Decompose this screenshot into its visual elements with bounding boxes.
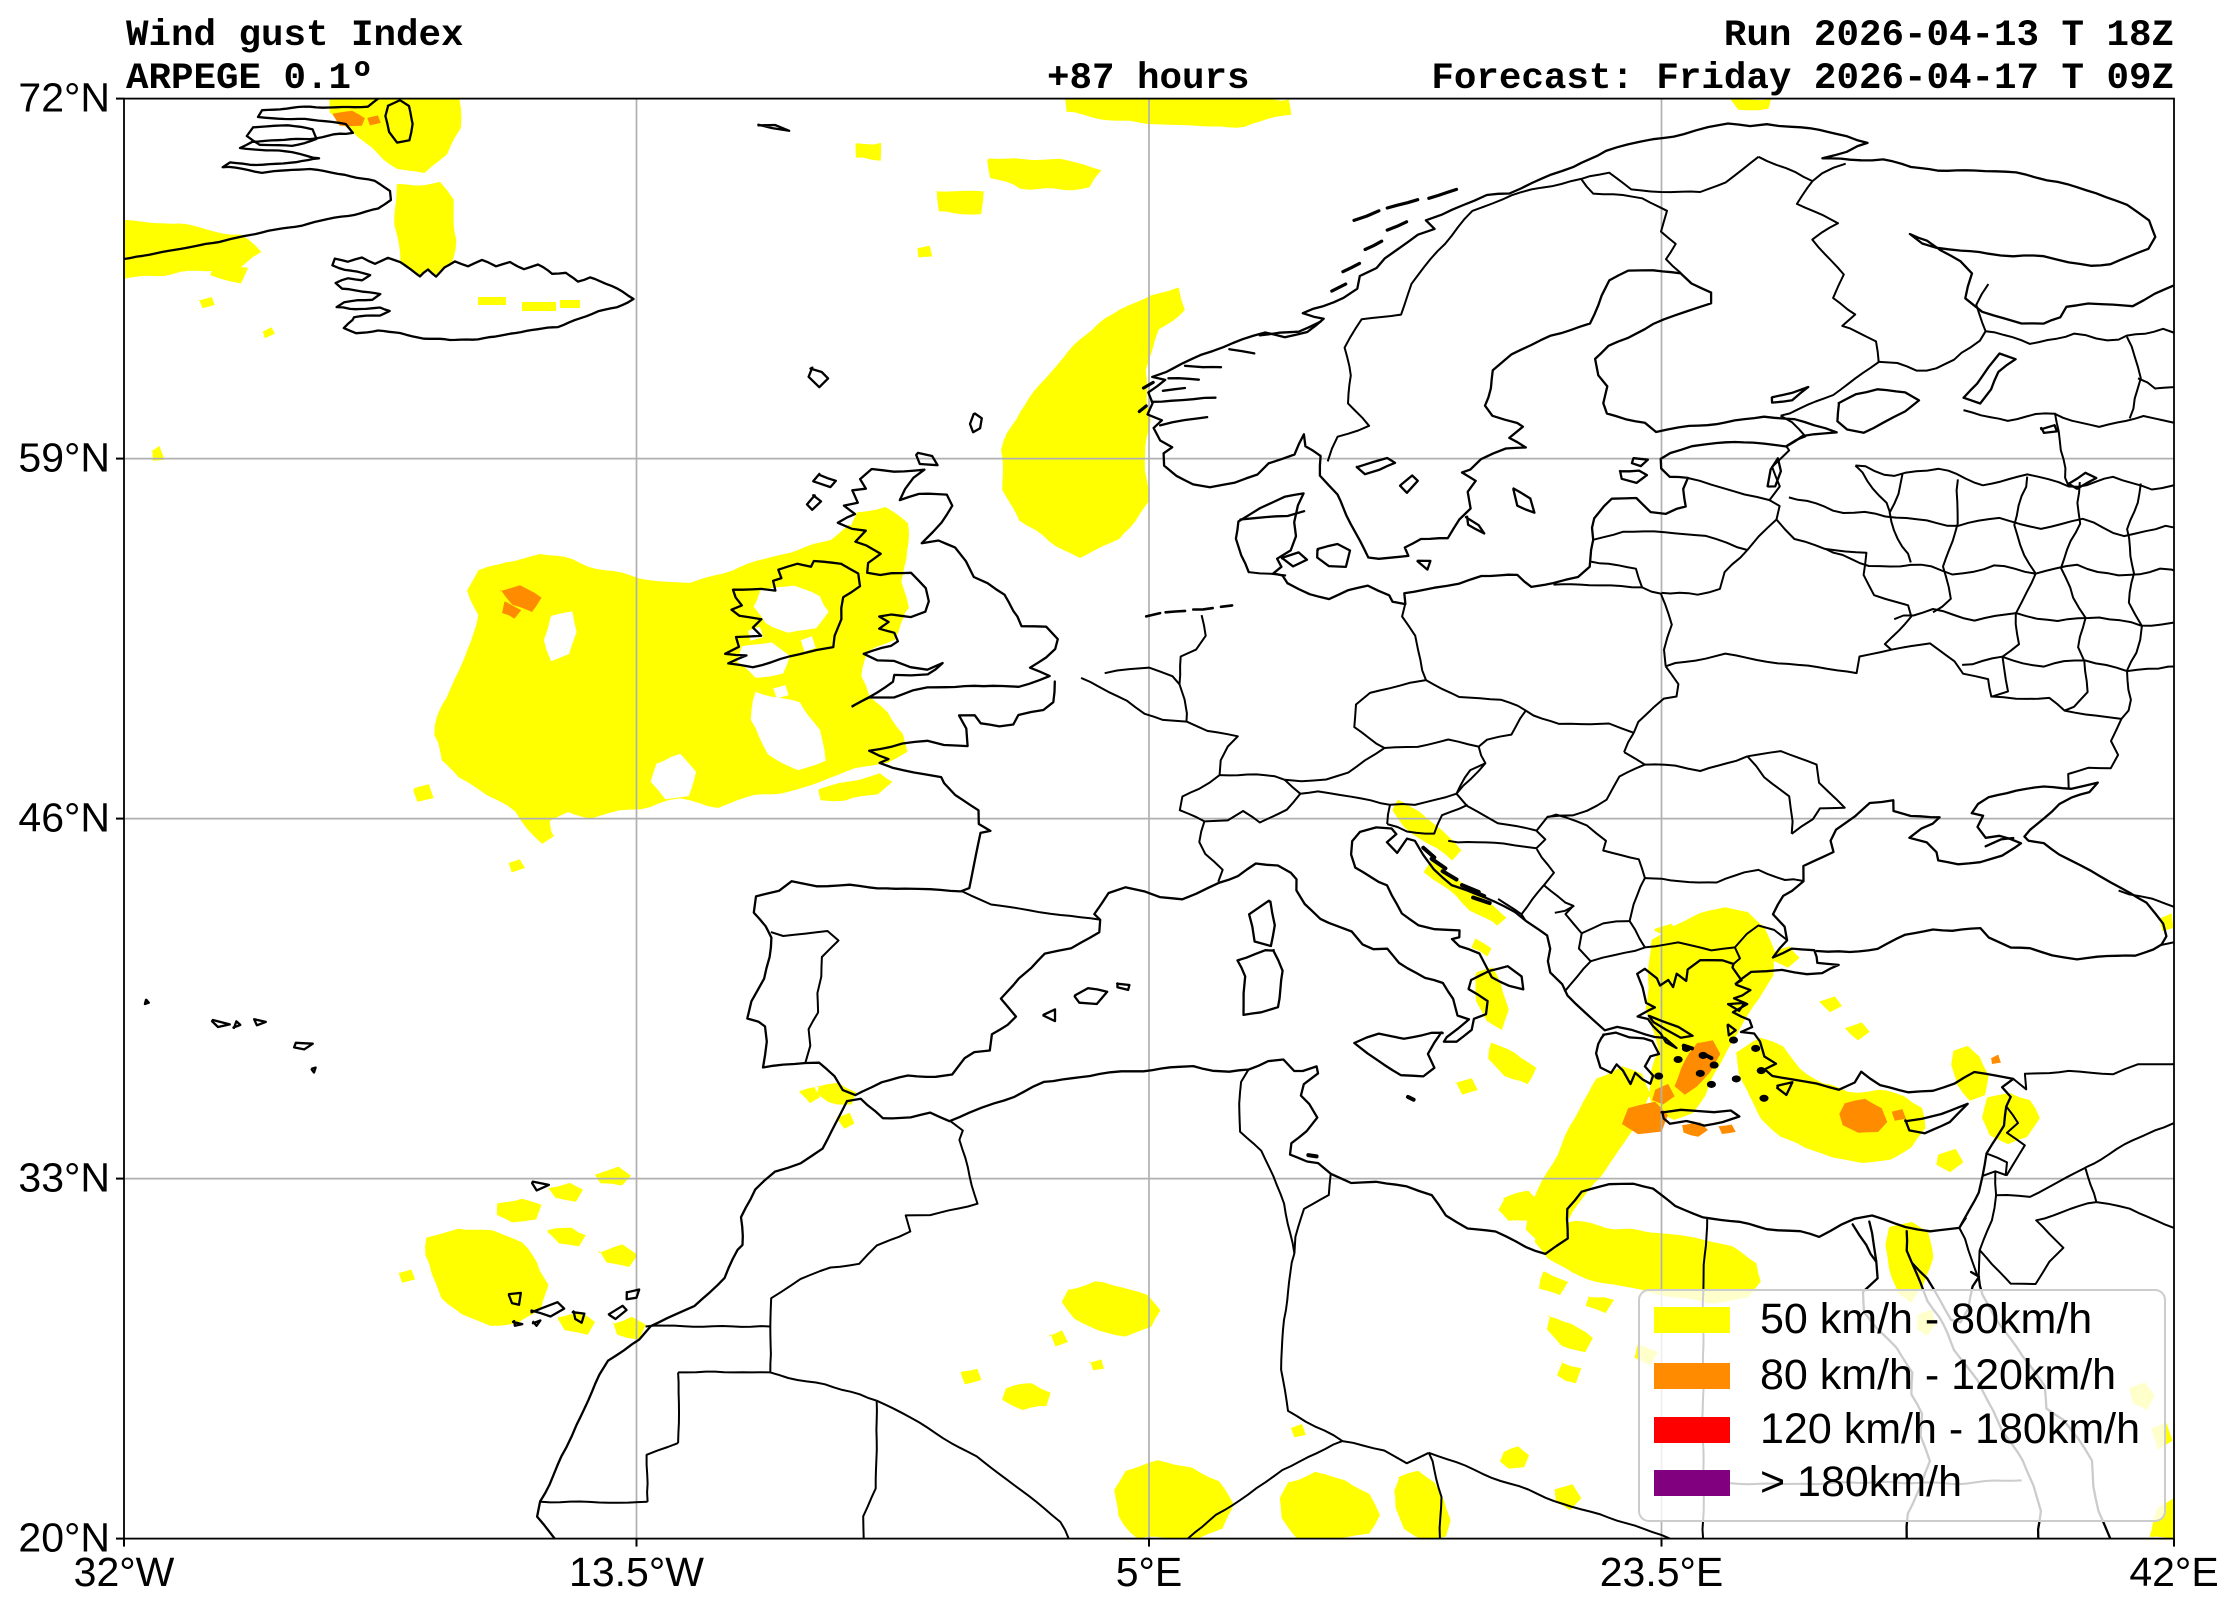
svg-text:ARPEGE 0.1º: ARPEGE 0.1º xyxy=(126,58,374,100)
svg-text:23.5°E: 23.5°E xyxy=(1600,1549,1724,1595)
svg-text:Wind gust Index: Wind gust Index xyxy=(126,15,464,57)
svg-text:> 180km/h: > 180km/h xyxy=(1760,1458,1962,1506)
svg-text:46°N: 46°N xyxy=(18,795,110,841)
svg-text:42°E: 42°E xyxy=(2129,1549,2218,1595)
svg-text:20°N: 20°N xyxy=(18,1515,110,1561)
svg-text:Forecast: Friday 2026-04-17 T: Forecast: Friday 2026-04-17 T 09Z xyxy=(1431,58,2174,100)
svg-text:59°N: 59°N xyxy=(18,435,110,481)
svg-text:32°W: 32°W xyxy=(74,1549,175,1595)
svg-text:Run 2026-04-13 T 18Z: Run 2026-04-13 T 18Z xyxy=(1724,15,2174,57)
svg-text:+87 hours: +87 hours xyxy=(1047,58,1250,100)
svg-text:80 km/h - 120km/h: 80 km/h - 120km/h xyxy=(1760,1351,2116,1399)
svg-text:120 km/h - 180km/h: 120 km/h - 180km/h xyxy=(1760,1405,2140,1453)
svg-text:50 km/h - 80km/h: 50 km/h - 80km/h xyxy=(1760,1295,2092,1343)
svg-text:72°N: 72°N xyxy=(18,75,110,121)
svg-text:33°N: 33°N xyxy=(18,1155,110,1201)
svg-text:5°E: 5°E xyxy=(1116,1549,1183,1595)
svg-text:13.5°W: 13.5°W xyxy=(569,1549,704,1595)
